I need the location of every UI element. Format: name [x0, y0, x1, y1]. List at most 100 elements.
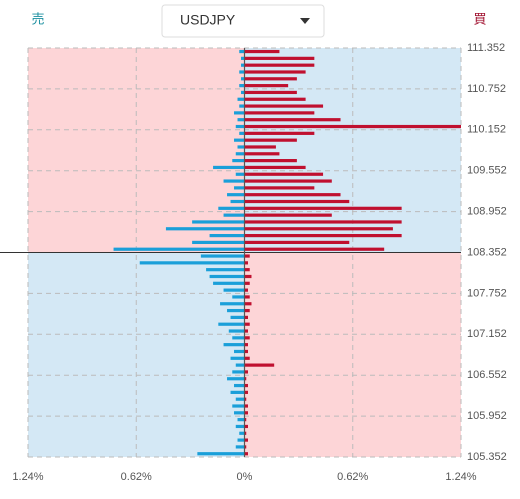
bar [235, 424, 245, 429]
bar [244, 329, 248, 333]
bar [235, 363, 245, 367]
bar [244, 383, 248, 388]
bar [244, 390, 248, 394]
bar [244, 363, 275, 367]
bar [244, 84, 289, 88]
bar [244, 288, 248, 292]
bar [230, 356, 245, 360]
bar [220, 302, 245, 306]
bar [244, 418, 247, 422]
bar [234, 138, 245, 142]
bar [244, 445, 247, 449]
bar [235, 445, 245, 449]
bar [244, 56, 315, 60]
bar [244, 404, 248, 408]
bar [230, 390, 245, 394]
bar [244, 261, 248, 265]
bar [244, 104, 324, 108]
bar [244, 295, 250, 299]
y-tick-label: 108.952 [467, 206, 507, 218]
bar [237, 97, 245, 101]
symbol: USDJPY [180, 12, 236, 28]
bar [235, 397, 245, 401]
bar [244, 356, 250, 360]
bar [113, 247, 245, 251]
bar [244, 233, 402, 238]
y-tick-label: 105.352 [467, 451, 507, 463]
bar [244, 308, 250, 313]
bar [200, 254, 245, 258]
bar [234, 383, 245, 388]
bar [237, 118, 245, 122]
bar [237, 438, 245, 442]
y-tick-label: 108.352 [467, 246, 507, 258]
bar [244, 240, 350, 245]
bar [239, 131, 245, 135]
bar [241, 90, 245, 95]
bar [244, 138, 297, 142]
bar [244, 452, 248, 456]
bar [244, 179, 332, 183]
bar [192, 220, 245, 224]
bar [239, 431, 245, 435]
bar [244, 438, 248, 442]
y-tick-label: 107.752 [467, 287, 507, 299]
bar [244, 165, 306, 170]
bar [237, 418, 245, 422]
bar [232, 370, 245, 374]
x-tick-label: 1.24% [445, 471, 476, 483]
bar [234, 349, 245, 354]
bar [234, 411, 245, 415]
bar [244, 336, 250, 340]
bar [227, 308, 245, 313]
bar [244, 213, 332, 217]
bar [213, 165, 245, 170]
bar [244, 186, 315, 190]
x-tick-label: 0.62% [121, 471, 152, 483]
bar [237, 145, 245, 149]
bar [223, 213, 245, 217]
bar [227, 377, 245, 381]
bar [244, 70, 306, 74]
bar [244, 77, 297, 81]
bar [235, 172, 245, 176]
symbol-dropdown[interactable] [161, 4, 325, 38]
bar [244, 90, 297, 95]
bar [244, 131, 315, 135]
bar [228, 329, 245, 333]
bar [244, 247, 385, 251]
bar [234, 111, 245, 115]
bar [239, 70, 245, 74]
y-tick-label: 110.752 [467, 83, 506, 95]
bar [244, 124, 461, 129]
bar [230, 315, 245, 319]
bar [139, 261, 245, 265]
bar [244, 281, 250, 285]
bar [244, 220, 402, 224]
bar [244, 227, 393, 231]
bar [218, 322, 245, 326]
y-tick-label: 110.152 [467, 124, 506, 136]
bar [232, 404, 245, 408]
bar [239, 104, 245, 108]
bar [232, 159, 245, 163]
bar [244, 97, 306, 101]
bar [244, 377, 247, 381]
bar [192, 240, 245, 245]
x-tick-label: 0% [237, 471, 253, 483]
bar [244, 349, 248, 354]
bar [244, 343, 248, 347]
y-tick-label: 105.952 [467, 410, 507, 422]
bar [235, 152, 245, 156]
bar [239, 84, 245, 88]
bar [244, 118, 341, 122]
bar [223, 288, 245, 292]
bar [232, 336, 245, 340]
bar [244, 193, 341, 197]
bar [244, 411, 248, 415]
bar [235, 124, 245, 129]
bar [223, 179, 245, 183]
bar [244, 370, 248, 374]
bar [239, 49, 245, 54]
